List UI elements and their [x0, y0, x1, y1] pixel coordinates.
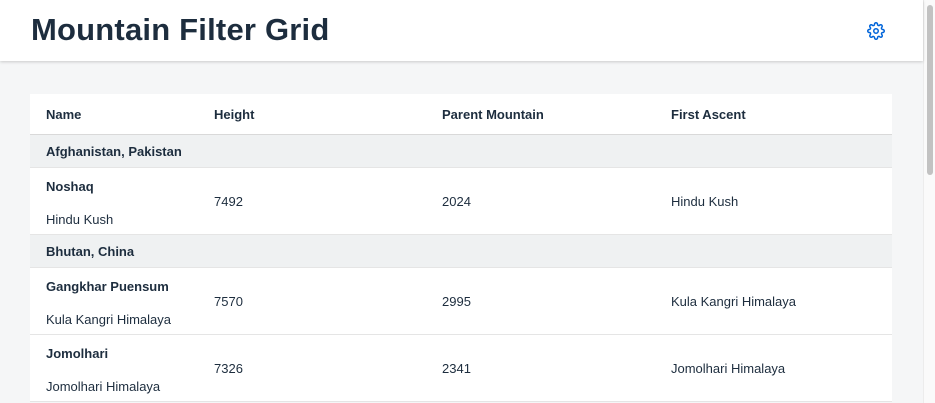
- app-header: Mountain Filter Grid: [0, 0, 923, 61]
- table-row[interactable]: Noshaq Hindu Kush 7492 2024 Hindu Kush: [30, 168, 892, 235]
- group-label: Bhutan, China: [46, 243, 135, 259]
- scrollbar-thumb[interactable]: [927, 5, 933, 175]
- mountain-range: Kula Kangri Himalaya: [46, 312, 172, 327]
- mountain-name: Jomolhari: [46, 346, 109, 361]
- table-row[interactable]: Jomolhari Jomolhari Himalaya 7326 2341 J…: [30, 335, 892, 402]
- mountain-table: Name Height Parent Mountain First Ascent…: [30, 94, 892, 402]
- column-header-height[interactable]: Height: [214, 106, 255, 122]
- first-ascent-cell: Jomolhari Himalaya: [671, 360, 786, 376]
- parent-mountain-cell: 2341: [442, 360, 471, 376]
- group-label: Afghanistan, Pakistan: [46, 143, 182, 159]
- column-header-first-ascent[interactable]: First Ascent: [671, 106, 746, 122]
- mountain-name: Gangkhar Puensum: [46, 279, 169, 294]
- page-title: Mountain Filter Grid: [31, 12, 330, 47]
- height-cell: 7492: [214, 193, 243, 209]
- table-header-row: Name Height Parent Mountain First Ascent: [30, 94, 892, 135]
- column-header-name[interactable]: Name: [46, 106, 82, 122]
- first-ascent-cell: Hindu Kush: [671, 193, 739, 209]
- mountain-range: Hindu Kush: [46, 212, 114, 227]
- gear-icon: [867, 22, 885, 40]
- page-content: Name Height Parent Mountain First Ascent…: [0, 61, 923, 403]
- settings-button[interactable]: [864, 19, 888, 43]
- group-header-row[interactable]: Afghanistan, Pakistan: [30, 135, 892, 168]
- column-header-parent-mountain[interactable]: Parent Mountain: [442, 106, 544, 122]
- table-row[interactable]: Gangkhar Puensum Kula Kangri Himalaya 75…: [30, 268, 892, 335]
- parent-mountain-cell: 2024: [442, 193, 471, 209]
- height-cell: 7326: [214, 360, 243, 376]
- mountain-range: Jomolhari Himalaya: [46, 379, 161, 394]
- parent-mountain-cell: 2995: [442, 293, 471, 309]
- first-ascent-cell: Kula Kangri Himalaya: [671, 293, 797, 309]
- group-header-row[interactable]: Bhutan, China: [30, 235, 892, 268]
- vertical-scrollbar[interactable]: [923, 0, 935, 403]
- height-cell: 7570: [214, 293, 243, 309]
- mountain-name: Noshaq: [46, 179, 94, 194]
